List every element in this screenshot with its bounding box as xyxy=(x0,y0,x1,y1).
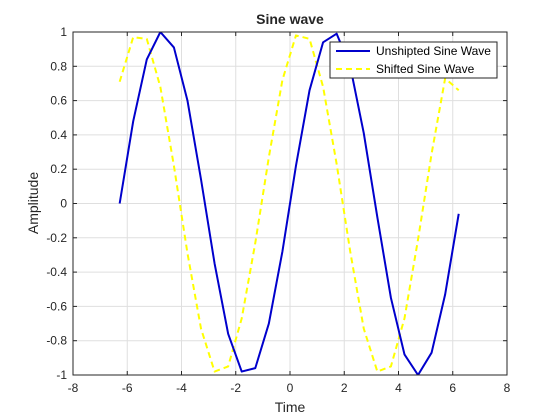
series-line-shifted xyxy=(118,34,460,373)
grid-lines xyxy=(73,32,507,375)
x-axis-label: Time xyxy=(275,399,306,415)
y-tick-label: 1 xyxy=(60,25,67,39)
legend-label-shifted: Shifted Sine Wave xyxy=(376,62,475,76)
y-tick-labels: -1 -0.8 -0.6 -0.4 -0.2 0 0.2 0.4 0.6 0.8 1 xyxy=(46,25,67,382)
y-tick-label: 0 xyxy=(60,197,67,211)
y-tick-label: -0.6 xyxy=(46,299,67,313)
series-layer xyxy=(118,32,460,375)
x-tick-labels: -8 -6 -4 -2 0 2 4 6 8 xyxy=(68,381,511,395)
y-tick-label: 0.4 xyxy=(50,128,67,142)
chart-title: Sine wave xyxy=(256,11,324,27)
x-tick-label: -8 xyxy=(68,381,79,395)
x-tick-label: 0 xyxy=(287,381,294,395)
x-tick-label: -4 xyxy=(176,381,187,395)
y-axis-label: Amplitude xyxy=(25,172,41,234)
legend: Unshipted Sine Wave Shifted Sine Wave xyxy=(329,41,498,79)
y-tick-label: -0.8 xyxy=(46,334,67,348)
legend-box xyxy=(329,41,498,79)
x-tick-label: 2 xyxy=(341,381,348,395)
y-tick-label: 0.6 xyxy=(50,94,67,108)
x-tick-label: -2 xyxy=(230,381,241,395)
x-tick-label: 6 xyxy=(449,381,456,395)
y-tick-label: -0.4 xyxy=(46,265,67,279)
tick-marks xyxy=(72,31,508,376)
y-tick-label: 0.2 xyxy=(50,162,67,176)
x-tick-label: 4 xyxy=(395,381,402,395)
y-tick-label: -1 xyxy=(56,368,67,382)
x-tick-label: 8 xyxy=(504,381,511,395)
y-tick-label: -0.2 xyxy=(46,231,67,245)
legend-label-unshifted: Unshipted Sine Wave xyxy=(376,44,491,58)
series-line-unshifted xyxy=(118,32,460,375)
x-tick-label: -6 xyxy=(122,381,133,395)
y-tick-label: 0.8 xyxy=(50,59,67,73)
